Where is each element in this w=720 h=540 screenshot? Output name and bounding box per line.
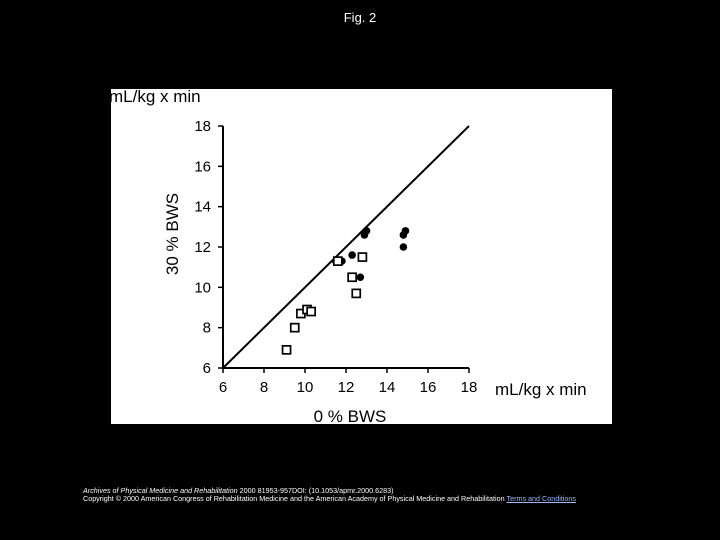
copyright-text: Copyright © 2000 American Congress of Re… bbox=[83, 494, 505, 504]
x-tick-label: 8 bbox=[260, 379, 268, 396]
filled-circle-point bbox=[348, 251, 356, 259]
y-tick-label: 14 bbox=[194, 199, 211, 216]
x-tick-label: 18 bbox=[461, 379, 478, 396]
x-tick-label: 16 bbox=[420, 379, 437, 396]
slide-title: Fig. 2 bbox=[343, 10, 377, 25]
y-tick-label: 16 bbox=[194, 158, 211, 175]
x-tick-label: 6 bbox=[219, 379, 227, 396]
y-tick-label: 18 bbox=[194, 118, 211, 135]
open-square-point bbox=[289, 322, 300, 333]
x-tick-label: 12 bbox=[338, 379, 355, 396]
y-axis-title: 30 % BWS bbox=[163, 193, 182, 275]
journal-name: Archives of Physical Medicine and Rehabi… bbox=[83, 486, 238, 495]
y-tick-label: 10 bbox=[194, 279, 211, 296]
data-points bbox=[281, 227, 410, 355]
open-square-point bbox=[306, 306, 316, 317]
x-axis-title: 0 % BWS bbox=[314, 407, 387, 424]
identity-line bbox=[222, 125, 470, 369]
axes bbox=[222, 125, 470, 369]
terms-link[interactable]: Terms and Conditions bbox=[506, 494, 576, 504]
filled-circle-point bbox=[362, 227, 371, 235]
y-tick-label: 12 bbox=[194, 239, 211, 256]
citation-text: 2000 81953-957DOI: (10.1053/apmr.2000.62… bbox=[237, 486, 394, 495]
y-unit-label: mL/kg x min bbox=[111, 89, 201, 106]
open-square-point bbox=[281, 345, 292, 355]
open-square-point bbox=[357, 252, 368, 262]
citation-footer: Archives of Physical Medicine and Rehabi… bbox=[83, 486, 643, 504]
scatter-chart: 6 8 10 12 14 16 18 6 8 10 12 14 16 18 mL/kg x min mL/… bbox=[111, 89, 587, 424]
filled-circle-point bbox=[356, 273, 365, 282]
open-square-point bbox=[351, 288, 362, 299]
x-unit-label: mL/kg x min bbox=[495, 380, 587, 399]
open-square-point bbox=[347, 272, 357, 283]
filled-circle-point bbox=[401, 227, 410, 235]
figure-panel: 6 8 10 12 14 16 18 6 8 10 12 14 16 18 mL/kg x min mL/… bbox=[111, 89, 612, 424]
x-tick-label: 10 bbox=[297, 379, 314, 396]
y-tick-label: 6 bbox=[203, 360, 211, 377]
tick-labels: 6 8 10 12 14 16 18 6 8 10 12 14 16 18 bbox=[194, 118, 477, 396]
y-tick-label: 8 bbox=[203, 320, 211, 337]
filled-circle-point bbox=[399, 243, 408, 251]
open-square-point bbox=[332, 256, 343, 266]
x-tick-label: 14 bbox=[379, 379, 396, 396]
